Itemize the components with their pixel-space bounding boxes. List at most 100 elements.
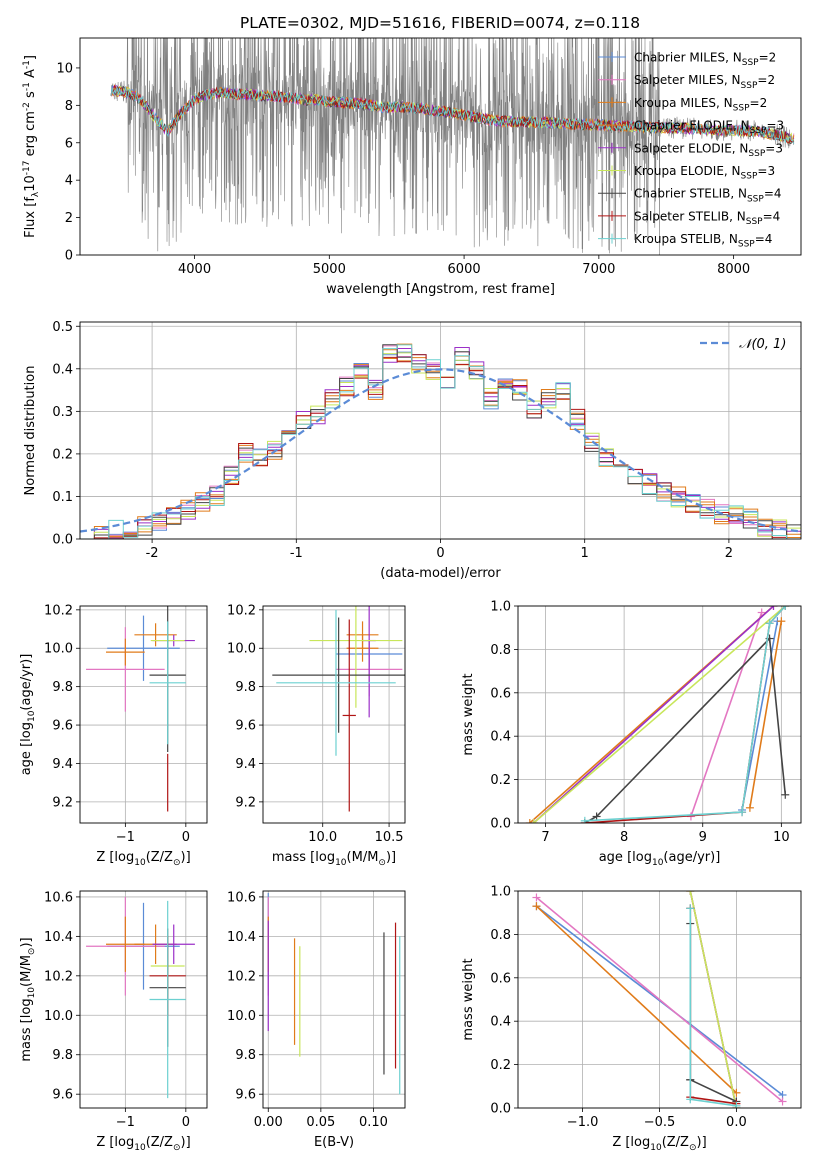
x-tick-label: 0: [182, 830, 190, 845]
age_vs_mass-axes: 10.0 10.5 9.2 9.4 9.6 9.8 10.0 10.2 mass [log10(…: [227, 603, 406, 868]
x-tick-label: 4000: [178, 262, 211, 277]
x-axis-label: wavelength [Angstrom, rest frame]: [326, 282, 555, 297]
y-tick-label: 9.6: [52, 719, 73, 734]
y-tick-label: 9.8: [52, 680, 73, 695]
axes-frame: [79, 890, 208, 1109]
x-tick-label: 0.10: [359, 1115, 388, 1130]
y-tick-label: 0: [65, 249, 73, 264]
y-axis-label: mass weight: [461, 958, 476, 1040]
y-tick-label: 8: [65, 99, 73, 114]
y-axis-label: Flux [fλ10-17 erg cm-2 s-1 A-1]: [22, 55, 41, 238]
line-kroupa-elodie: [689, 891, 738, 1108]
age_vs_mass-plot-area: [272, 606, 405, 812]
mass_weight_vs_Z-plot-area: [532, 891, 787, 1108]
legend-label: Salpeter ELODIE, NSSP=3: [634, 141, 783, 159]
line-salpeter-miles: [690, 612, 763, 817]
normal-curve: [80, 368, 801, 533]
x-tick-label: 7: [541, 830, 549, 845]
y-tick-label: 0.6: [490, 686, 511, 701]
y-tick-label: 1.0: [490, 600, 511, 615]
y-tick-label: 9.8: [235, 1048, 256, 1063]
x-tick-label: 10.5: [375, 830, 404, 845]
x-tick-label: 5000: [313, 262, 346, 277]
mass_vs_Z-axes: −1 0 9.6 9.8 10.0 10.2 10.4 10.6 Z [log10(Z/Z⊙)]…: [19, 890, 208, 1153]
age_vs_Z-axes: −1 0 9.2 9.4 9.6 9.8 10.0 10.2 Z [log10(Z/Z⊙)] ag…: [19, 603, 208, 868]
y-tick-label: 10: [56, 61, 73, 76]
y-tick-label: 10.6: [227, 890, 256, 905]
x-tick-label: 9: [699, 830, 707, 845]
y-tick-label: 10.0: [44, 642, 73, 657]
legend-label: 𝒩(0, 1): [739, 337, 786, 352]
y-tick-label: 9.4: [52, 757, 73, 772]
line-kroupa-miles: [535, 905, 737, 1094]
x-tick-label: 0: [182, 1115, 190, 1130]
x-tick-label: 0.00: [254, 1115, 283, 1130]
mass_vs_Z-plot-area: [86, 896, 195, 1099]
legend-label: Kroupa MILES, NSSP=2: [634, 96, 767, 114]
y-tick-label: 9.6: [52, 1088, 73, 1103]
x-tick-label: 7000: [582, 262, 615, 277]
y-axis-label: mass weight: [461, 673, 476, 755]
x-tick-label: -1: [290, 546, 303, 561]
y-tick-label: 0.8: [490, 643, 511, 658]
legend-label: Chabrier MILES, NSSP=2: [634, 51, 776, 69]
y-tick-label: 6: [65, 136, 73, 151]
x-tick-label: 8: [620, 830, 628, 845]
x-axis-label: E(B-V): [314, 1135, 354, 1150]
x-tick-label: 6000: [448, 262, 481, 277]
y-tick-label: 9.2: [235, 795, 256, 810]
y-tick-label: 10.2: [44, 969, 73, 984]
x-tick-label: 10: [773, 830, 790, 845]
y-tick-label: 0.0: [52, 533, 73, 548]
legend-label: Kroupa STELIB, NSSP=4: [634, 232, 772, 250]
x-axis-label: (data-model)/error: [380, 566, 501, 581]
y-tick-label: 0.8: [490, 928, 511, 943]
line-chabrier-miles: [536, 905, 783, 1096]
y-tick-label: 9.6: [235, 1088, 256, 1103]
age_vs_Z-plot-area: [86, 606, 195, 812]
x-axis-label: Z [log10(Z/Z⊙)]: [96, 1135, 190, 1153]
y-tick-label: 0.0: [490, 1102, 511, 1117]
x-tick-label: 0: [436, 546, 444, 561]
line-salpeter-miles: [535, 896, 784, 1103]
x-tick-label: −1: [116, 1115, 135, 1130]
spectrum-legend: Chabrier MILES, NSSP=2 Salpeter MILES, NS…: [598, 51, 784, 250]
y-tick-label: 9.2: [52, 795, 73, 810]
mass_weight_vs_age-axes: 7 8 9 10 0.0 0.2 0.4 0.6 0.8 1.0 age [log10(age/yr…: [461, 600, 802, 868]
x-axis-label: mass [log10(M/M⊙)]: [272, 850, 396, 868]
y-tick-label: 10.2: [227, 603, 256, 618]
y-tick-label: 10.4: [44, 930, 73, 945]
y-tick-label: 10.0: [227, 1009, 256, 1024]
axes-frame: [262, 605, 406, 824]
y-tick-label: 0.5: [52, 320, 73, 335]
x-tick-label: 2: [725, 546, 733, 561]
y-axis-label: mass [log10(M/M⊙)]: [19, 937, 37, 1061]
x-axis-label: Z [log10(Z/Z⊙)]: [96, 850, 190, 868]
mass_vs_ebv-plot-area: [267, 892, 401, 1095]
mass_vs_ebv-axes: 0.00 0.05 0.10 9.6 9.8 10.0 10.2 10.4 10.6 E(B-V): [227, 890, 406, 1150]
line-chabrier-stelib: [584, 636, 787, 823]
x-tick-label: −0.5: [644, 1115, 676, 1130]
legend-label: Chabrier ELODIE, NSSP=3: [634, 119, 784, 137]
y-tick-label: 2: [65, 211, 73, 226]
residuals-axes: -2 -1 0 1 2 0.0 0.1 0.2 0.3 0.4 0.5 (data-model)/er…: [23, 320, 802, 581]
y-tick-label: 0.2: [490, 773, 511, 788]
y-tick-label: 0.0: [490, 817, 511, 832]
x-tick-label: 1: [581, 546, 589, 561]
x-tick-label: −1.0: [567, 1115, 599, 1130]
axes-frame: [79, 605, 208, 824]
y-tick-label: 10.2: [44, 603, 73, 618]
line-salpeter-elodie: [533, 606, 775, 823]
y-tick-label: 10.2: [227, 969, 256, 984]
y-tick-label: 0.3: [52, 405, 73, 420]
y-tick-label: 0.2: [490, 1058, 511, 1073]
x-tick-label: -2: [146, 546, 159, 561]
x-tick-label: 10.0: [308, 830, 337, 845]
axes-frame: [262, 890, 406, 1109]
y-tick-label: 10.4: [227, 930, 256, 945]
legend-label: Salpeter MILES, NSSP=2: [634, 73, 775, 91]
legend-label: Salpeter STELIB, NSSP=4: [634, 209, 780, 227]
line-kroupa-miles: [749, 621, 783, 808]
axes-frame: [517, 605, 802, 824]
